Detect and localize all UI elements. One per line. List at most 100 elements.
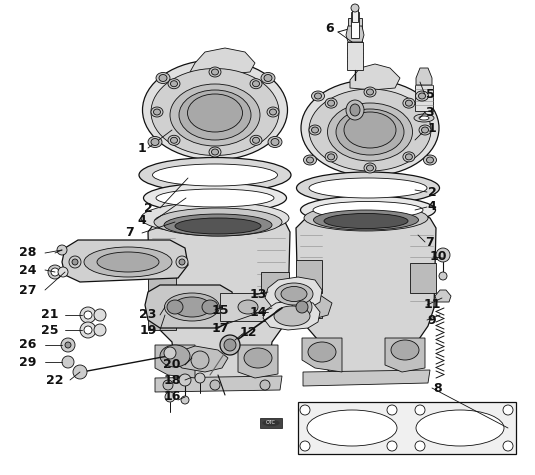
Ellipse shape xyxy=(179,90,251,140)
Bar xyxy=(410,263,436,293)
Ellipse shape xyxy=(325,98,337,108)
Circle shape xyxy=(80,322,96,338)
Ellipse shape xyxy=(151,107,163,117)
Circle shape xyxy=(84,311,92,319)
Circle shape xyxy=(195,373,205,383)
Circle shape xyxy=(165,392,175,402)
Ellipse shape xyxy=(327,100,334,106)
Ellipse shape xyxy=(151,139,159,145)
Ellipse shape xyxy=(264,75,272,82)
Polygon shape xyxy=(148,212,290,385)
Polygon shape xyxy=(238,345,278,378)
Polygon shape xyxy=(272,292,332,320)
Text: 28: 28 xyxy=(19,247,37,259)
Circle shape xyxy=(84,326,92,334)
Ellipse shape xyxy=(173,297,211,317)
Ellipse shape xyxy=(159,75,167,82)
Ellipse shape xyxy=(142,60,287,160)
Ellipse shape xyxy=(156,73,170,84)
Circle shape xyxy=(220,335,240,355)
Text: 13: 13 xyxy=(249,288,266,302)
Text: 25: 25 xyxy=(41,323,59,336)
Ellipse shape xyxy=(391,340,419,360)
Text: 26: 26 xyxy=(19,339,37,352)
Ellipse shape xyxy=(314,210,418,230)
Ellipse shape xyxy=(301,196,435,224)
Ellipse shape xyxy=(403,152,415,162)
Ellipse shape xyxy=(281,286,307,302)
Text: 6: 6 xyxy=(326,21,334,35)
Ellipse shape xyxy=(346,100,364,120)
Text: 27: 27 xyxy=(19,284,37,296)
Ellipse shape xyxy=(418,93,425,99)
Ellipse shape xyxy=(143,183,287,213)
Circle shape xyxy=(62,356,74,368)
Ellipse shape xyxy=(274,306,310,326)
Text: 17: 17 xyxy=(211,322,229,334)
Polygon shape xyxy=(302,338,342,372)
Circle shape xyxy=(61,338,75,352)
Ellipse shape xyxy=(211,149,218,155)
Polygon shape xyxy=(346,26,364,42)
Circle shape xyxy=(300,441,310,451)
Text: 1: 1 xyxy=(427,122,437,134)
Circle shape xyxy=(260,380,270,390)
Ellipse shape xyxy=(164,293,219,321)
Bar xyxy=(348,18,362,60)
Bar xyxy=(351,12,359,38)
Ellipse shape xyxy=(327,103,412,161)
Ellipse shape xyxy=(313,201,423,219)
Text: 8: 8 xyxy=(434,381,442,395)
Ellipse shape xyxy=(327,154,334,160)
Ellipse shape xyxy=(424,155,437,165)
Circle shape xyxy=(296,301,308,313)
Text: OTC: OTC xyxy=(266,420,276,426)
Ellipse shape xyxy=(426,157,433,163)
Ellipse shape xyxy=(309,178,427,198)
Text: 5: 5 xyxy=(426,88,434,102)
Ellipse shape xyxy=(296,172,439,204)
Polygon shape xyxy=(303,370,430,386)
Bar xyxy=(261,272,289,304)
Ellipse shape xyxy=(168,135,180,145)
Ellipse shape xyxy=(406,154,412,160)
Text: 16: 16 xyxy=(163,390,181,403)
Bar xyxy=(347,42,363,70)
Ellipse shape xyxy=(175,218,261,234)
Polygon shape xyxy=(62,240,188,282)
Bar xyxy=(296,298,322,318)
Ellipse shape xyxy=(419,116,429,120)
Ellipse shape xyxy=(307,157,314,163)
Ellipse shape xyxy=(366,165,373,171)
Text: 21: 21 xyxy=(41,308,59,322)
Ellipse shape xyxy=(308,342,336,362)
Ellipse shape xyxy=(301,80,439,176)
Ellipse shape xyxy=(311,91,325,101)
Text: 15: 15 xyxy=(211,304,229,316)
Bar xyxy=(296,260,322,293)
Ellipse shape xyxy=(364,163,376,173)
Bar xyxy=(298,402,516,454)
Circle shape xyxy=(210,380,220,390)
Ellipse shape xyxy=(84,247,172,277)
Text: 29: 29 xyxy=(19,355,37,369)
Ellipse shape xyxy=(271,139,279,145)
Ellipse shape xyxy=(261,73,275,84)
Ellipse shape xyxy=(366,89,373,95)
Circle shape xyxy=(164,347,176,359)
Circle shape xyxy=(69,256,81,268)
Circle shape xyxy=(436,248,450,262)
Text: 18: 18 xyxy=(163,373,181,387)
Ellipse shape xyxy=(154,208,282,236)
Bar xyxy=(352,8,358,22)
Ellipse shape xyxy=(270,109,277,115)
Polygon shape xyxy=(190,48,255,75)
Text: 10: 10 xyxy=(429,250,447,264)
Circle shape xyxy=(387,405,397,415)
Ellipse shape xyxy=(267,107,279,117)
Ellipse shape xyxy=(238,300,258,314)
Text: 2: 2 xyxy=(427,186,437,199)
Ellipse shape xyxy=(211,69,218,75)
Circle shape xyxy=(57,245,67,255)
Ellipse shape xyxy=(304,205,428,231)
